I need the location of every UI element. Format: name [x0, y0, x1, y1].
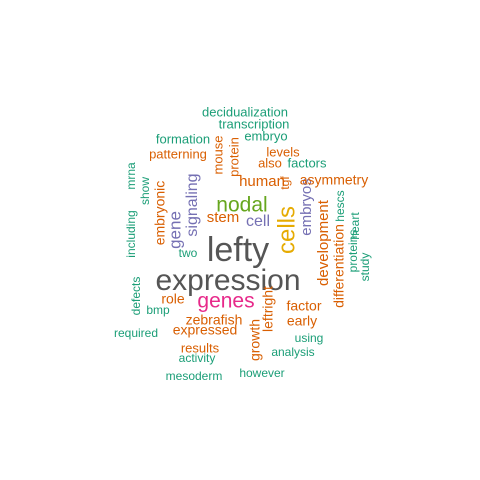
word-expressed: expressed [173, 322, 238, 338]
word-factor: factor [286, 298, 321, 314]
word-analysis: analysis [271, 345, 314, 359]
word-also: also [258, 155, 282, 170]
word-human: human [239, 173, 285, 190]
word-bmp: bmp [146, 303, 170, 317]
word-signaling: signaling [184, 173, 201, 236]
word-cell: cell [246, 213, 270, 230]
word-activity: activity [179, 351, 216, 365]
word-genes: genes [197, 290, 254, 313]
word-zebrafish: zebrafish [186, 312, 243, 328]
word-mrna: mrna [124, 162, 138, 190]
word-heart: heart [348, 212, 362, 240]
word-early: early [287, 313, 317, 329]
word-protein: protein [226, 137, 241, 177]
word-study: study [358, 253, 372, 282]
word-using: using [295, 331, 324, 345]
word-cells: cells [273, 206, 300, 254]
word-however: however [239, 366, 284, 380]
word-growth: growth [247, 319, 263, 361]
word-asymmetry: asymmetry [300, 172, 368, 188]
word-including: including [124, 210, 138, 257]
word-patterning: patterning [149, 146, 207, 161]
word-defects: defects [129, 277, 143, 316]
word-hescs: hescs [333, 190, 347, 221]
word-nodal: nodal [216, 194, 267, 217]
word-embryos: embryos [298, 178, 315, 236]
word-two: two [179, 246, 198, 260]
word-lefty: lefty [207, 231, 269, 269]
word-factors: factors [287, 155, 327, 170]
word-mesoderm: mesoderm [166, 369, 223, 383]
word-decidualization: decidualization [202, 104, 288, 119]
word-transcription: transcription [219, 116, 290, 131]
word-required: required [114, 326, 158, 340]
word-gene: gene [165, 211, 184, 249]
word-differentiation: differentiation [331, 224, 347, 308]
word-embryo: embryo [244, 128, 287, 143]
word-leftright: leftright [260, 286, 276, 332]
word-tgf: tgf [278, 176, 292, 190]
word-results: results [181, 340, 220, 355]
word-role: role [161, 291, 185, 307]
word-mouse: mouse [210, 135, 225, 174]
word-levels: levels [266, 144, 300, 159]
word-formation: formation [156, 131, 210, 146]
word-embryonic: embryonic [152, 181, 168, 246]
word-show: show [138, 177, 152, 205]
word-expression: expression [155, 264, 300, 297]
word-proteins: proteins [346, 230, 360, 273]
word-stem: stem [207, 209, 240, 226]
word-development: development [315, 199, 332, 286]
